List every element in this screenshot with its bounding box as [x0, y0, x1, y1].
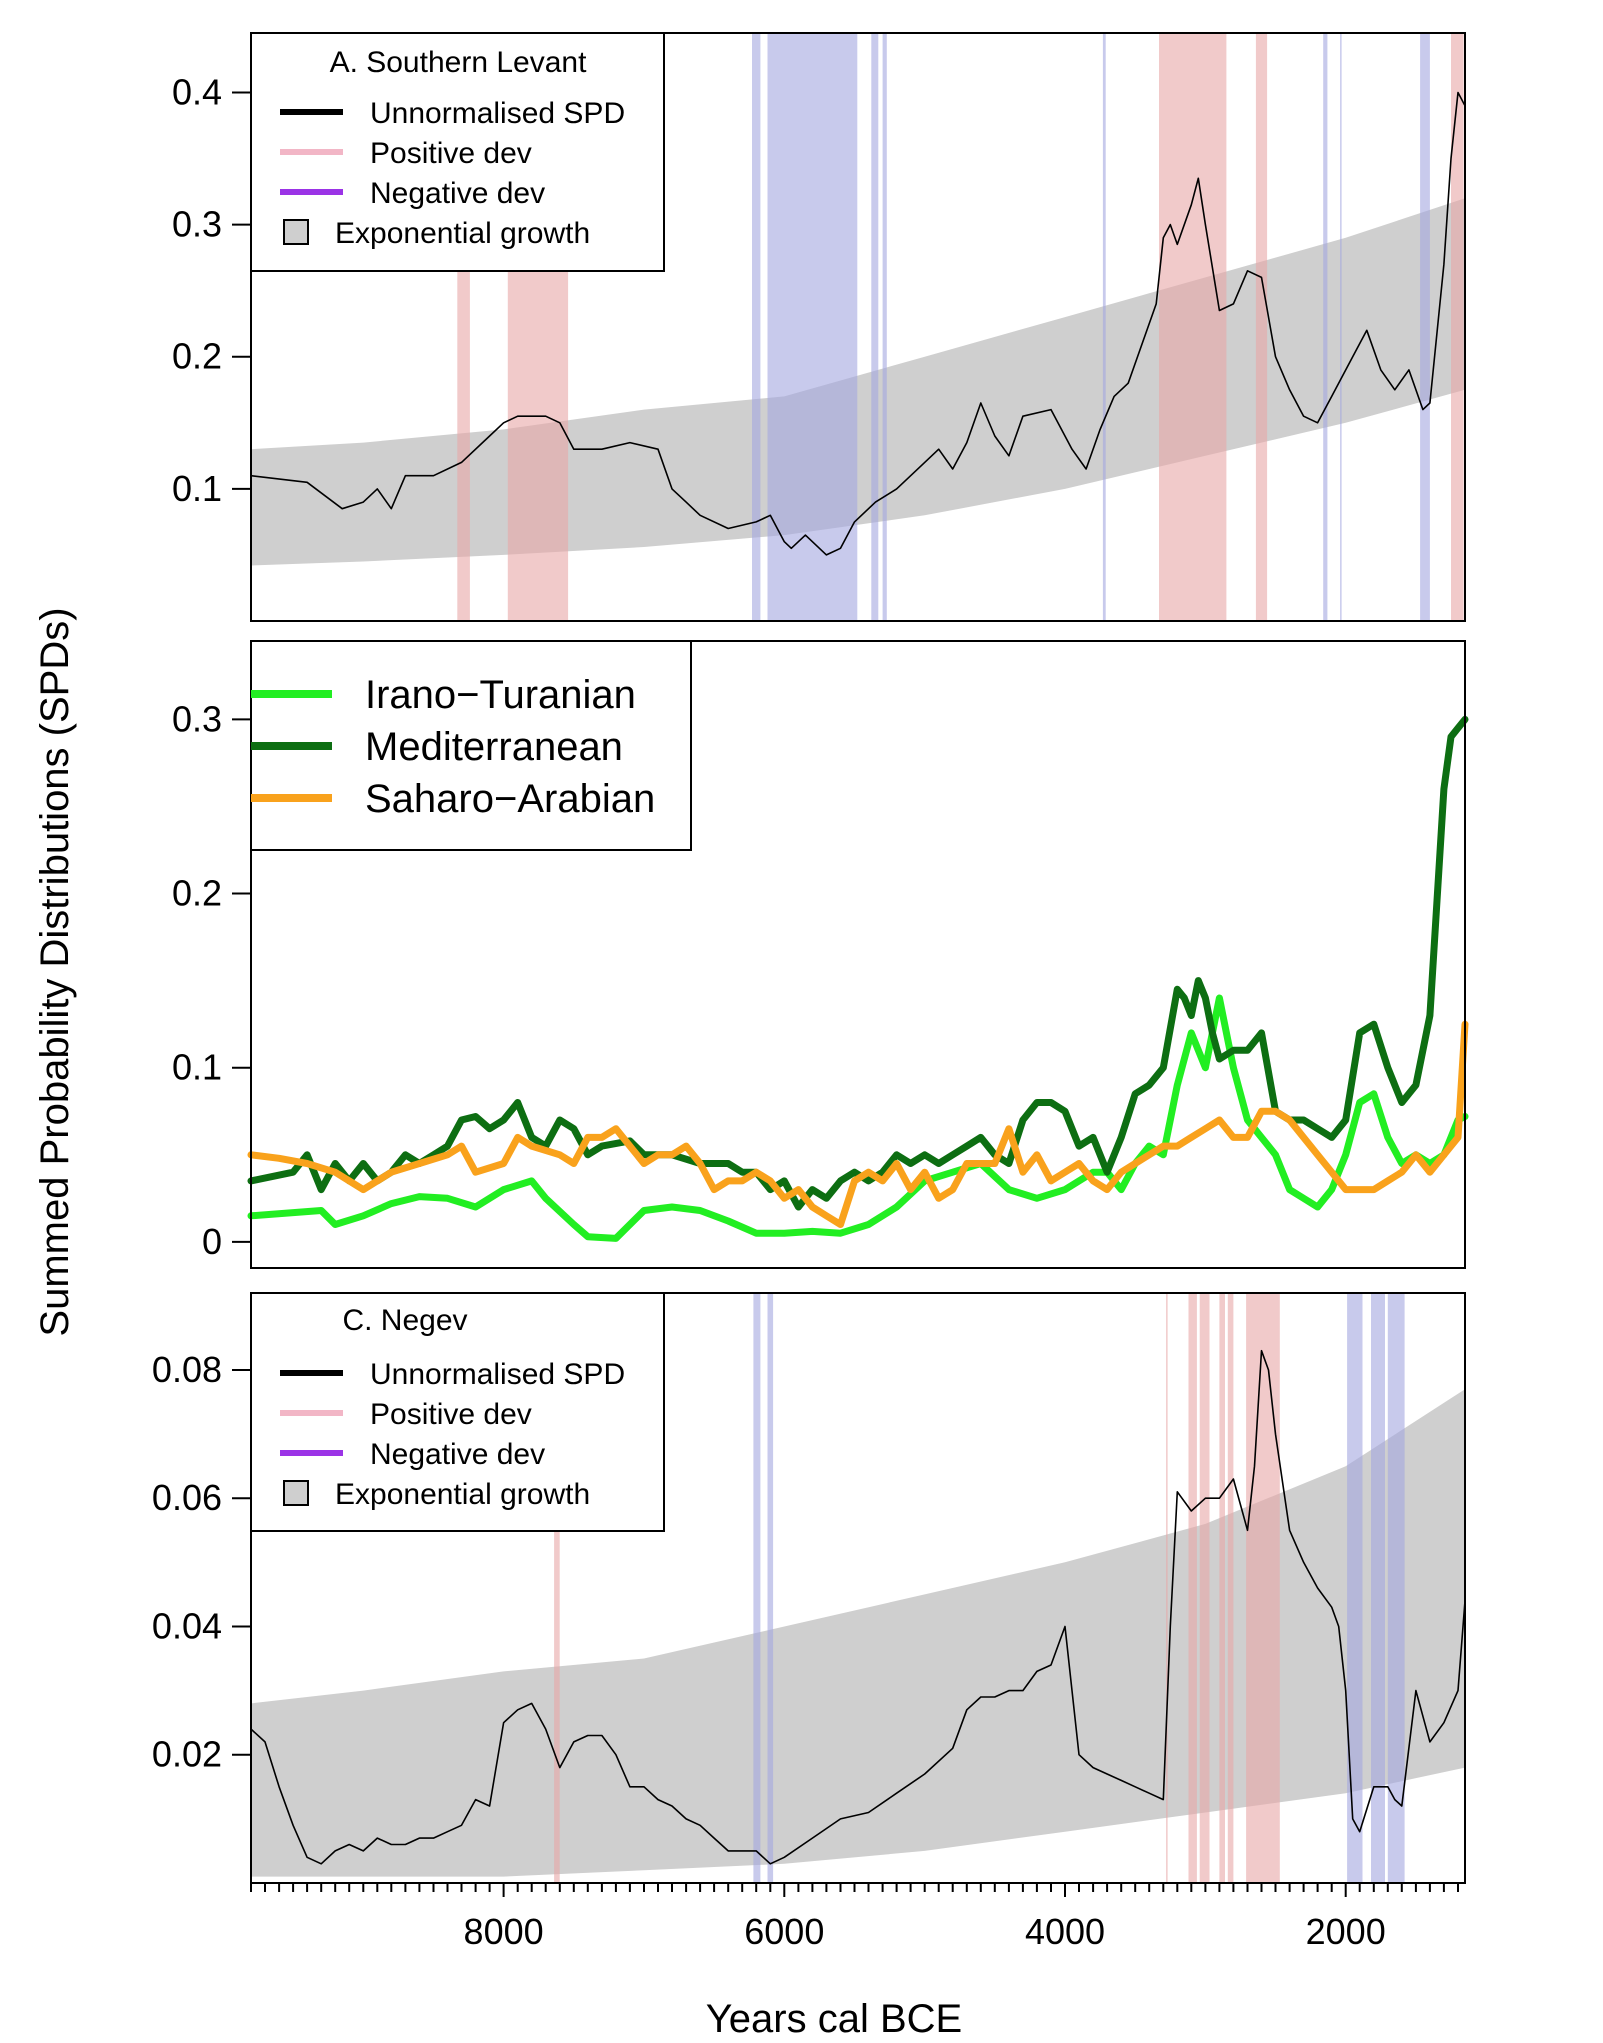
positive-dev-band-c [554, 1293, 560, 1883]
negative-dev-band-c [1371, 1293, 1385, 1883]
legend-a-title: A. Southern Levant [330, 46, 588, 79]
y-tick-label-a: 0.2 [172, 336, 222, 377]
positive-dev-band-a [1159, 33, 1227, 621]
series-line-b-0 [247, 994, 1469, 1242]
legend-c-label-spd: Unnormalised SPD [370, 1358, 625, 1391]
y-axis-title: Summed Probability Distributions (SPDs) [33, 607, 77, 1336]
series-line-c-0 [250, 1349, 1466, 1865]
y-tick-label-b: 0.3 [172, 698, 222, 739]
series-line-b-2 [247, 1020, 1469, 1228]
y-tick-label-c: 0.04 [152, 1606, 222, 1647]
legend-a-label-positive: Positive dev [370, 137, 532, 170]
negative-dev-band-a [1420, 33, 1430, 621]
positive-dev-band-c [1227, 1293, 1234, 1883]
legend-b-label-saharo-arabian: Saharo−Arabian [365, 777, 655, 821]
panel-a-frame [250, 32, 1466, 622]
x-axis-title: Years cal BCE [706, 1997, 962, 2041]
negative-dev-band-a [882, 33, 887, 621]
legend-phytogeographic: Irano−Turanian Mediterranean Saharo−Arab… [250, 640, 692, 851]
negative-dev-band-c [767, 1293, 774, 1883]
legend-a-label-spd: Unnormalised SPD [370, 97, 625, 130]
legend-a-swatch-growth [283, 219, 309, 245]
panel-b-frame [250, 640, 1466, 1269]
legend-a-label-negative: Negative dev [370, 177, 545, 210]
legend-c-label-growth: Exponential growth [335, 1478, 590, 1511]
negative-dev-band-a [871, 33, 879, 621]
y-tick-label-b: 0.1 [172, 1047, 222, 1088]
x-axis: 8000 6000 4000 2000 [250, 1883, 1459, 1952]
negative-dev-band-c [1387, 1293, 1405, 1883]
legend-a-box [250, 32, 665, 272]
negative-dev-band-a [1323, 33, 1328, 621]
y-tick-label-b: 0 [202, 1221, 222, 1262]
legend-c-title: C. Negev [342, 1304, 467, 1337]
panel-phytogeographic: 0 0.1 0.2 0.3 [172, 698, 1469, 1262]
negative-dev-band-c [1347, 1293, 1363, 1883]
negative-dev-band-c [753, 1293, 761, 1883]
legend-negev: C. Negev Unnormalised SPD Positive dev N… [250, 1292, 665, 1532]
y-tick-label-c: 0.02 [152, 1734, 222, 1775]
legend-southern-levant: A. Southern Levant Unnormalised SPD Posi… [250, 32, 665, 272]
negative-dev-band-a [1102, 33, 1106, 621]
y-tick-label-a: 0.3 [172, 204, 222, 245]
legend-b-label-mediterranean: Mediterranean [365, 725, 623, 769]
legend-c-label-positive: Positive dev [370, 1398, 532, 1431]
x-tick-label: 8000 [464, 1911, 544, 1952]
legend-c-label-negative: Negative dev [370, 1438, 545, 1471]
legend-c-swatch-growth [283, 1480, 309, 1506]
positive-dev-band-c [1199, 1293, 1210, 1883]
panel-negev: 0.02 0.04 0.06 0.08 [152, 1293, 1466, 1883]
y-tick-label-c: 0.06 [152, 1477, 222, 1518]
negative-dev-band-a [767, 33, 858, 621]
panel-southern-levant: 0.1 0.2 0.3 0.4 [172, 33, 1466, 621]
legend-b-label-irano-turanian: Irano−Turanian [365, 673, 636, 717]
y-tick-label-c: 0.08 [152, 1349, 222, 1390]
positive-dev-band-c [1219, 1293, 1225, 1883]
negative-dev-band-a [1340, 33, 1342, 621]
y-tick-label-a: 0.1 [172, 468, 222, 509]
x-tick-label: 2000 [1306, 1911, 1386, 1952]
negative-dev-band-a [752, 33, 761, 621]
legend-a-label-growth: Exponential growth [335, 217, 590, 250]
positive-dev-band-a [1451, 33, 1464, 621]
positive-dev-band-c [1246, 1293, 1280, 1883]
positive-dev-band-a [1255, 33, 1268, 621]
positive-dev-band-c [1166, 1293, 1168, 1883]
series-line-a-0 [250, 91, 1466, 556]
x-tick-label: 4000 [1025, 1911, 1105, 1952]
y-tick-label-b: 0.2 [172, 873, 222, 914]
y-tick-label-a: 0.4 [172, 72, 222, 113]
panel-c-frame [250, 1292, 1466, 1884]
x-tick-label: 6000 [744, 1911, 824, 1952]
positive-dev-band-c [1188, 1293, 1197, 1883]
